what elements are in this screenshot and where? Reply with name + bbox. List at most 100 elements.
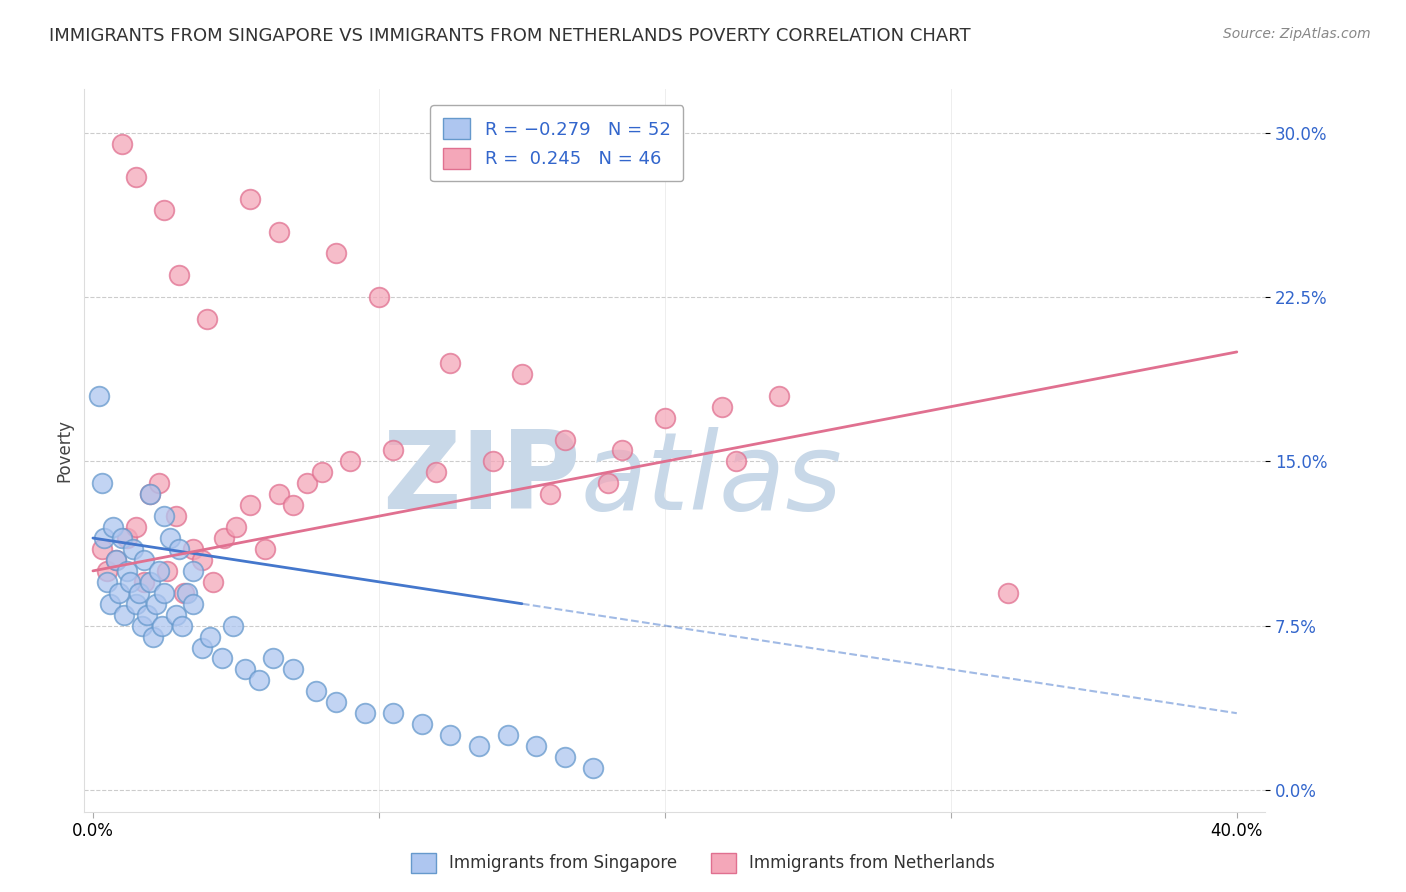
Point — [239, 498, 262, 512]
Point — [125, 597, 148, 611]
Point — [96, 564, 118, 578]
Point — [222, 618, 245, 632]
Point — [239, 192, 262, 206]
Point — [136, 607, 159, 622]
Point — [90, 476, 112, 491]
Point — [540, 487, 562, 501]
Point — [610, 443, 633, 458]
Point — [339, 454, 361, 468]
Point — [148, 564, 170, 578]
Point — [145, 597, 167, 611]
Point — [325, 246, 347, 260]
Point — [112, 607, 135, 622]
Legend: Immigrants from Singapore, Immigrants from Netherlands: Immigrants from Singapore, Immigrants fr… — [405, 847, 1001, 880]
Point — [90, 541, 112, 556]
Point — [382, 706, 405, 721]
Point — [122, 541, 145, 556]
Text: ZIP: ZIP — [382, 426, 581, 533]
Point — [496, 728, 519, 742]
Point — [156, 564, 179, 578]
Point — [195, 312, 218, 326]
Point — [305, 684, 328, 698]
Point — [225, 520, 247, 534]
Point — [711, 400, 734, 414]
Y-axis label: Poverty: Poverty — [55, 419, 73, 482]
Point — [117, 531, 139, 545]
Point — [554, 750, 576, 764]
Point — [267, 487, 290, 501]
Point — [190, 553, 212, 567]
Point — [247, 673, 270, 688]
Point — [139, 574, 162, 589]
Point — [202, 574, 225, 589]
Point — [439, 356, 461, 370]
Legend: R = −0.279   N = 52, R =  0.245   N = 46: R = −0.279 N = 52, R = 0.245 N = 46 — [430, 105, 683, 181]
Point — [93, 531, 115, 545]
Point — [167, 268, 190, 283]
Point — [87, 389, 110, 403]
Point — [325, 695, 347, 709]
Point — [233, 662, 256, 676]
Text: atlas: atlas — [581, 427, 842, 532]
Point — [117, 564, 139, 578]
Point — [267, 225, 290, 239]
Point — [524, 739, 547, 753]
Point — [281, 662, 304, 676]
Point — [181, 597, 204, 611]
Point — [110, 531, 132, 545]
Point — [198, 630, 221, 644]
Point — [211, 651, 233, 665]
Point — [297, 476, 319, 491]
Point — [176, 586, 198, 600]
Point — [101, 520, 124, 534]
Point — [439, 728, 461, 742]
Point — [382, 443, 405, 458]
Point — [107, 586, 129, 600]
Point — [425, 466, 447, 480]
Point — [159, 531, 181, 545]
Point — [139, 487, 162, 501]
Point — [190, 640, 212, 655]
Point — [153, 509, 176, 524]
Point — [167, 541, 190, 556]
Point — [110, 136, 132, 151]
Point — [997, 586, 1019, 600]
Point — [134, 553, 156, 567]
Point — [596, 476, 619, 491]
Point — [153, 586, 176, 600]
Point — [165, 509, 187, 524]
Point — [181, 541, 204, 556]
Point — [139, 487, 162, 501]
Point — [510, 367, 533, 381]
Point — [468, 739, 491, 753]
Point — [170, 618, 193, 632]
Point — [482, 454, 505, 468]
Point — [654, 410, 676, 425]
Point — [131, 618, 153, 632]
Point — [725, 454, 748, 468]
Point — [153, 202, 176, 217]
Point — [554, 433, 576, 447]
Point — [311, 466, 333, 480]
Point — [411, 717, 433, 731]
Point — [367, 290, 389, 304]
Point — [142, 630, 165, 644]
Point — [128, 586, 150, 600]
Point — [768, 389, 790, 403]
Point — [214, 531, 236, 545]
Point — [134, 574, 156, 589]
Text: IMMIGRANTS FROM SINGAPORE VS IMMIGRANTS FROM NETHERLANDS POVERTY CORRELATION CHA: IMMIGRANTS FROM SINGAPORE VS IMMIGRANTS … — [49, 27, 970, 45]
Point — [104, 553, 127, 567]
Point — [125, 520, 148, 534]
Point — [582, 761, 605, 775]
Point — [150, 618, 173, 632]
Point — [120, 574, 142, 589]
Point — [104, 553, 127, 567]
Point — [253, 541, 276, 556]
Point — [173, 586, 195, 600]
Point — [96, 574, 118, 589]
Point — [98, 597, 121, 611]
Point — [165, 607, 187, 622]
Point — [262, 651, 284, 665]
Point — [125, 169, 148, 184]
